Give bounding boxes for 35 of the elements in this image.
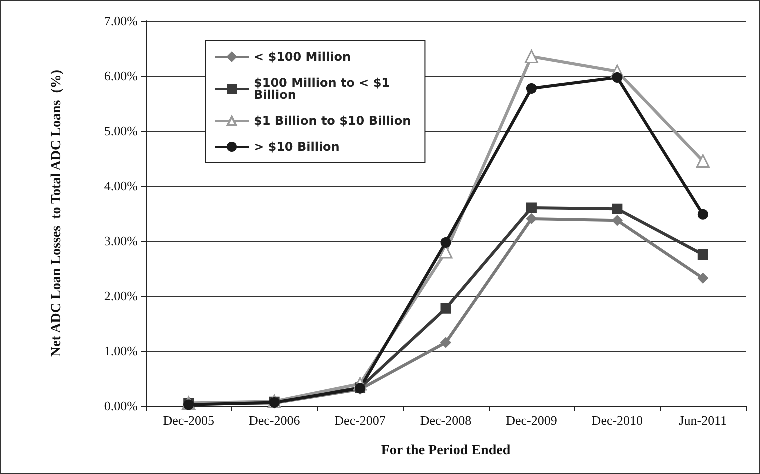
point [440, 237, 452, 248]
legend-label: $100 Million to < $1 Billion [254, 76, 394, 102]
y-tick-label: 5.00% [104, 124, 138, 138]
legend-label: < $100 Million [254, 50, 351, 64]
point [526, 83, 537, 94]
y-tick-label: 6.00% [104, 68, 138, 84]
x-tick-label: Jun-2011 [679, 413, 728, 428]
point [526, 214, 537, 224]
x-tick-label: Dec-2008 [420, 413, 472, 428]
point [698, 209, 708, 220]
x-tick-label: Dec-2006 [248, 413, 301, 428]
point [696, 154, 710, 168]
x-tick-label: Dec-2010 [592, 413, 644, 428]
y-tick-label: 4.00% [104, 178, 138, 194]
point [440, 338, 452, 348]
point [698, 250, 708, 260]
y-axis-title: Net ADC Loan Losses to Total ADC Loans (%) [50, 70, 64, 358]
legend-label: > $10 Billion [254, 140, 340, 154]
x-axis-title: For the Period Ended [381, 444, 511, 458]
y-tick-label: 1.00% [104, 344, 138, 358]
x-tick-label: Dec-2005 [163, 413, 214, 428]
x-tick-label: Dec-2009 [506, 413, 558, 428]
point [612, 72, 623, 83]
point [524, 50, 538, 64]
legend-label: $1 Billion to $10 Billion [254, 114, 412, 128]
y-tick-label: 3.00% [104, 234, 138, 248]
point [612, 204, 623, 214]
point [698, 273, 708, 284]
point [526, 202, 537, 214]
point [440, 303, 452, 314]
point [612, 215, 623, 226]
y-tick-label: 7.00% [104, 14, 138, 28]
y-tick-label: 0.00% [104, 398, 138, 414]
x-tick-label: Dec-2007 [334, 413, 386, 428]
y-tick-label: 2.00% [104, 288, 138, 304]
